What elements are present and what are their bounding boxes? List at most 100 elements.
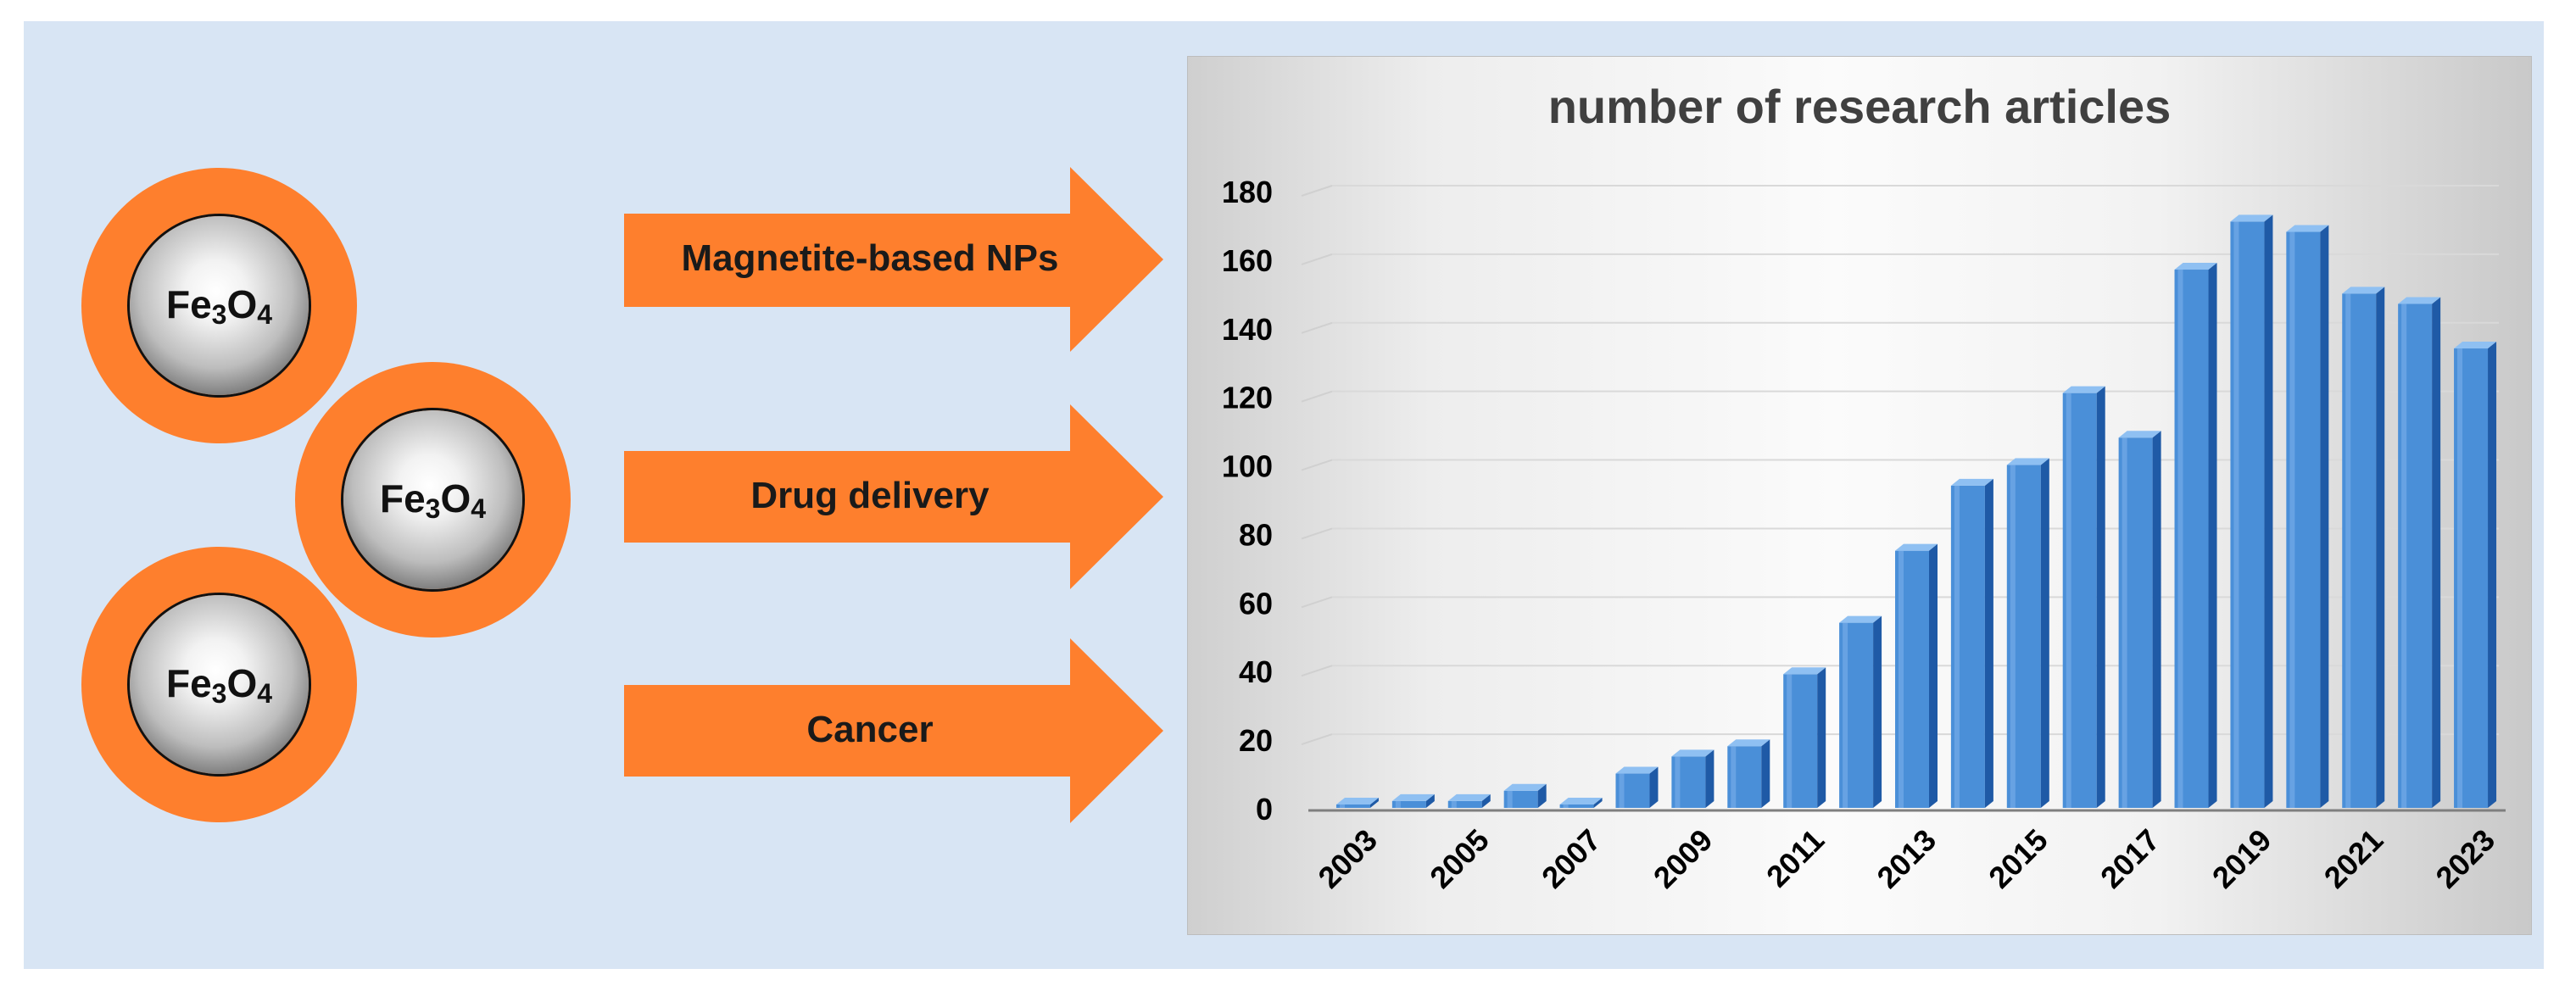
x-tick-label: 2019 [2205,822,2278,895]
bar-highlight [1395,800,1401,808]
bar-top [2454,342,2497,349]
x-tick-label: 2021 [2317,822,2390,895]
gridline-diagonal [1301,321,1333,334]
y-tick-label: 120 [1222,381,1273,415]
bar-side [2096,386,2105,808]
bar-top [2398,297,2441,304]
arrow-label-magnetite: Magnetite-based NPs [681,237,1059,279]
bar-highlight [2345,293,2351,808]
x-tick-label: 2023 [2428,822,2501,895]
formula-label: Fe3O4 [165,281,273,330]
bar-highlight [2457,348,2463,808]
bar-side [1817,667,1826,808]
bar-highlight [2233,221,2239,808]
bar-highlight [2401,303,2407,808]
chart-title: number of research articles [1548,80,2172,133]
bar-side [1761,739,1770,808]
bar-top [1391,793,1435,801]
gridline-diagonal [1301,665,1333,677]
bar-top [2006,458,2049,465]
bar-top [1503,783,1547,791]
y-tick-label: 0 [1256,792,1273,827]
bar-highlight [1899,550,1904,808]
bar-top [2286,225,2329,232]
gridline-diagonal [1301,733,1333,746]
magnetite-core-icon: Fe3O4 [130,595,309,774]
magnetite-core-icon: Fe3O4 [130,216,309,395]
bar-side [2432,297,2441,808]
bar-top [2342,287,2385,294]
bar-highlight [1619,773,1625,808]
x-tick-label: 2011 [1759,822,1831,894]
bar-front [1559,804,1594,808]
chart-container: number of research articles 0 20 40 60 80 100 1… [1187,56,2532,935]
arrows-layer [624,167,1163,823]
bar-top [1783,667,1826,675]
nanoparticle-bottom: Fe3O4 [81,547,357,822]
magnetite-core-icon: Fe3O4 [343,410,522,589]
bar-side [2040,458,2049,808]
bar-side [2320,225,2329,808]
nanoparticle-middle: Fe3O4 [295,362,571,637]
bar-side [1481,793,1491,808]
y-tick-label: 20 [1239,723,1273,758]
bar-highlight [1339,804,1345,808]
y-tick-label: 60 [1239,586,1273,621]
bar-top [2118,431,2161,438]
bar-highlight [2010,465,2016,808]
bar-highlight [2066,393,2071,808]
bar-top [2174,263,2217,270]
bar-side [1425,793,1435,808]
bar-front [1335,804,1370,808]
bar-highlight [1954,485,1960,808]
bar-top [1559,797,1603,804]
bar-top [1671,749,1715,757]
y-tick-label: 140 [1222,312,1273,347]
y-tick-label: 160 [1222,243,1273,278]
bar-front [1447,800,1482,808]
bar-highlight [2289,231,2295,808]
gridline-diagonal [1301,596,1333,609]
x-tick-label: 2015 [1982,822,2055,895]
bar-highlight [1787,674,1793,808]
arrow-magnetite-shape [624,167,1163,352]
x-tick-label: 2017 [2094,822,2166,895]
arrow-cancer-shape [624,638,1163,823]
bar-side [1593,797,1603,808]
bar-side [2488,342,2497,808]
bar-highlight [1731,746,1737,808]
bar-chart: number of research articles 0 20 40 60 80 100 1… [1222,80,2506,895]
formula-label: Fe3O4 [165,660,273,709]
gridline-diagonal [1301,253,1333,265]
bar-top [2062,386,2105,393]
bar-top [1335,797,1379,804]
bar-highlight [1563,804,1569,808]
bar-side [1537,783,1547,808]
bar-front [1391,800,1426,808]
bar-side [2152,431,2161,808]
bar-top [1615,766,1659,774]
y-tick-label: 180 [1222,175,1273,209]
bar-highlight [2177,270,2183,808]
x-tick-label: 2003 [1311,822,1384,895]
bar-highlight [1507,790,1513,808]
x-tick-label: 2007 [1535,822,1608,895]
gridline-diagonal [1301,527,1333,540]
bar-side [2376,287,2385,808]
bar-top [2230,214,2273,222]
arrow-label-cancer: Cancer [806,709,934,750]
bar-top [1839,615,1882,623]
bar-highlight [1451,800,1457,808]
y-tick-label: 80 [1239,517,1273,552]
x-tick-label: 2009 [1647,822,1720,895]
bar-side [1873,615,1882,808]
bar-side [1369,797,1379,808]
y-tick-label: 40 [1239,654,1273,689]
gridline-diagonal [1301,185,1333,197]
gridline-diagonal [1301,459,1333,471]
bar-highlight [1843,622,1848,808]
bar-side [2208,263,2217,808]
gridline-diagonal [1301,390,1333,403]
bar-side [2264,214,2273,808]
arrow-label-drug-delivery: Drug delivery [750,475,990,516]
